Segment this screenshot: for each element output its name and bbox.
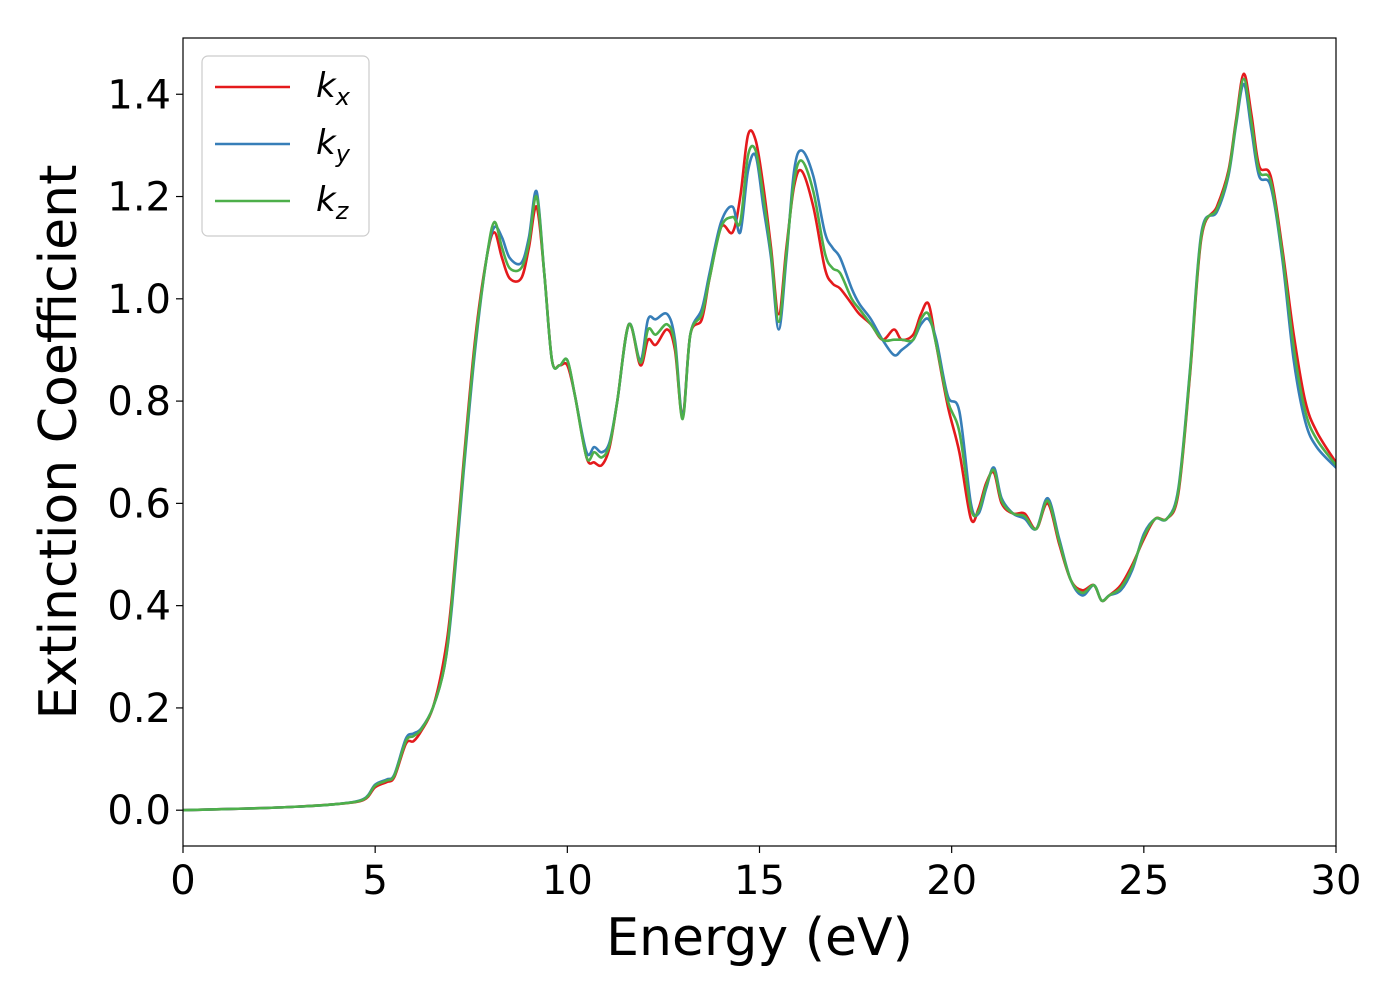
x-axis-label: Energy (eV) — [606, 908, 913, 968]
x-tick-label: 15 — [734, 858, 785, 904]
y-tick-label: 1.4 — [107, 72, 171, 118]
legend: kx ky kz — [201, 55, 370, 237]
y-tick-label: 1.0 — [107, 277, 171, 323]
x-tick-label: 25 — [1118, 858, 1169, 904]
x-axis-ticks: 0 5 10 15 20 25 30 — [170, 846, 1361, 904]
series-layer — [183, 72, 1336, 812]
y-axis-label: Extinction Coefficient — [29, 165, 89, 720]
legend-box — [201, 55, 370, 237]
y-tick-label: 0.8 — [107, 379, 171, 425]
series-line-kz — [183, 77, 1336, 812]
x-tick-label: 30 — [1311, 858, 1362, 904]
y-tick-label: 0.6 — [107, 481, 171, 527]
x-tick-label: 0 — [170, 858, 195, 904]
y-tick-label: 0.2 — [107, 686, 171, 732]
y-tick-label: 0.0 — [107, 788, 171, 834]
x-tick-label: 5 — [362, 858, 387, 904]
legend-label-ky: ky — [316, 123, 351, 168]
x-tick-label: 20 — [926, 858, 977, 904]
y-axis-ticks: 0.0 0.2 0.4 0.6 0.8 1.0 1.2 1.4 — [107, 72, 183, 834]
legend-label-kz: kz — [316, 180, 350, 225]
x-tick-label: 10 — [542, 858, 593, 904]
y-tick-label: 0.4 — [107, 584, 171, 630]
legend-label-kx: kx — [316, 66, 351, 111]
y-tick-label: 1.2 — [107, 175, 171, 221]
